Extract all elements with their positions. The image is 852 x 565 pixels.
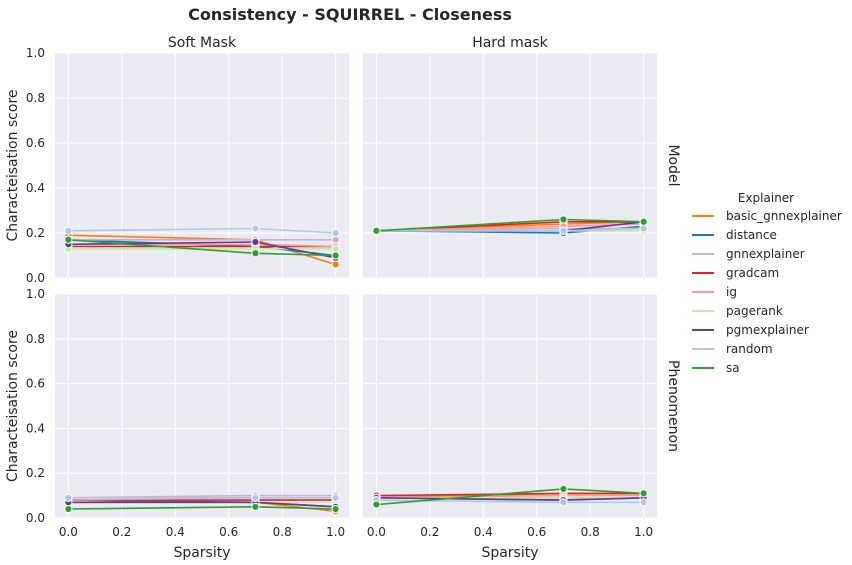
data-point-sa [372,500,381,509]
legend-label: random [726,342,773,356]
data-point-sa [331,251,340,260]
legend-item-sa: sa [692,361,740,375]
data-point-random [559,498,568,507]
data-point-random [639,224,648,233]
panel-model-hard-mask: Hard mask Model [363,35,681,279]
x-tick-label: 0.2 [112,525,131,539]
legend-label: distance [726,228,777,242]
data-point-sa [64,235,73,244]
legend-item-pagerank: pagerank [692,304,783,318]
data-point-sa [559,215,568,224]
x-tick-label: 0.0 [59,525,78,539]
x-tick-label: 1.0 [326,525,345,539]
x-axis-label: Sparsity [173,545,230,561]
column-title: Soft Mask [168,35,237,51]
data-point-gnnexplainer [331,235,340,244]
data-point-sa [64,504,73,514]
panel-phenomenon-soft-mask: 0.0 0.2 0.4 0.6 0.8 1.0 0.0 0.2 0.4 0.6 0.8 1.0 Spar… [5,287,349,561]
y-tick-label: 1.0 [26,46,45,60]
data-point-random [331,493,340,502]
panels-group: 0.0 0.2 0.4 0.6 0.8 1.0 Soft Mask Characteisati… [5,35,681,561]
y-tick-label: 0.4 [26,181,45,195]
legend-label: sa [726,361,740,375]
legend: Explainer basic_gnnexplainer distance gnne… [692,191,842,375]
y-tick-label: 0.2 [26,466,45,480]
legend-label: pagerank [726,304,783,318]
y-tick-label: 0.0 [26,511,45,525]
y-tick-label: 0.2 [26,226,45,240]
legend-label: basic_gnnexplainer [726,209,842,223]
y-tick-label: 0.4 [26,421,45,435]
legend-item-random: random [692,342,773,356]
data-point-sa [639,489,648,498]
legend-item-basic_gnnexplainer: basic_gnnexplainer [692,209,842,223]
x-axis-label: Sparsity [481,545,538,561]
data-point-basic_gnnexplainer [331,260,340,269]
x-tick-label: 0.2 [420,525,439,539]
legend-label: ig [726,285,737,299]
column-title: Hard mask [472,35,548,51]
y-tick-label: 0.8 [26,332,45,346]
y-tick-label: 1.0 [26,287,45,301]
legend-title: Explainer [738,191,794,205]
x-tick-label: 0.0 [367,525,386,539]
panel-background [55,294,349,518]
legend-label: pgmexplainer [726,323,809,337]
x-tick-label: 0.4 [474,525,493,539]
data-point-random [331,228,340,238]
y-tick-label: 0.8 [26,91,45,105]
panel-background [363,294,657,518]
data-point-sa [372,226,381,235]
data-point-sa [251,502,260,511]
data-point-sa [639,217,648,226]
y-tick-label: 0.6 [26,136,45,150]
x-tick-label: 0.8 [273,525,292,539]
panel-phenomenon-hard-mask: 0.0 0.2 0.4 0.6 0.8 1.0 Sparsity Phenomenon [363,293,681,561]
x-tick-label: 0.8 [581,525,600,539]
data-point-pagerank [331,244,340,253]
data-point-pgmexplainer [251,237,260,247]
x-tick-label: 1.0 [634,525,653,539]
x-tick-label: 0.4 [166,525,185,539]
x-tick-label: 0.6 [527,525,546,539]
legend-item-ig: ig [692,285,737,299]
panel-model-soft-mask: 0.0 0.2 0.4 0.6 0.8 1.0 Soft Mask Characteisati… [5,35,349,285]
chart-title: Consistency - SQUIRREL - Closeness [188,5,512,24]
legend-item-gnnexplainer: gnnexplainer [692,247,805,261]
data-point-random [639,498,648,507]
legend-label: gradcam [726,266,779,280]
data-point-random [64,226,73,235]
data-point-sa [251,249,260,258]
data-point-random [251,493,260,502]
data-point-random [64,493,73,502]
x-tick-label: 0.6 [219,525,238,539]
data-point-sa [559,484,568,493]
y-axis-label: Characteisation score [5,330,21,482]
legend-item-gradcam: gradcam [692,266,779,280]
data-point-random [251,224,260,233]
y-tick-label: 0.6 [26,377,45,391]
legend-label: gnnexplainer [726,247,805,261]
legend-item-distance: distance [692,228,777,242]
row-title: Model [665,144,681,186]
row-title: Phenomenon [665,360,681,452]
data-point-random [559,226,568,235]
data-point-sa [331,504,340,514]
y-axis-label: Characteisation score [5,89,21,241]
y-tick-label: 0.0 [26,271,45,285]
panel-background [363,53,657,278]
legend-item-pgmexplainer: pgmexplainer [692,323,809,337]
